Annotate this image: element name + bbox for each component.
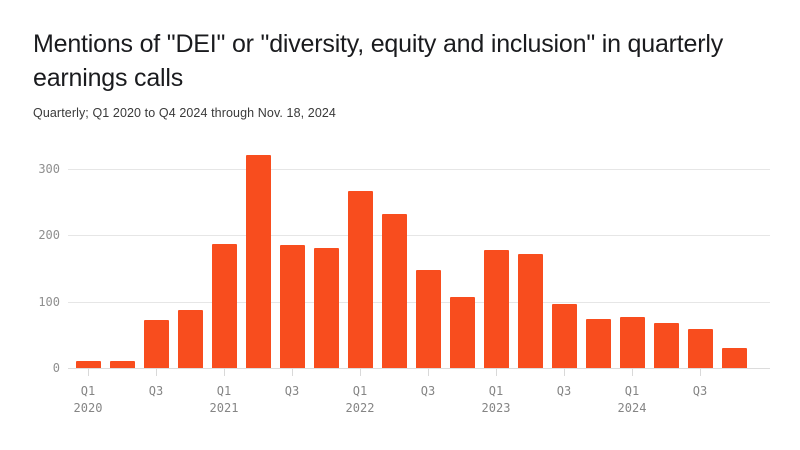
x-axis-year-label-2021: 2021 (209, 401, 239, 415)
x-axis-tick-q1-2022 (360, 368, 361, 376)
chart-title-line-1: Mentions of "DEI" or "diversity, equity … (33, 30, 724, 58)
x-axis-quarter-label: Q1 (352, 384, 368, 398)
bar-q2-2022 (381, 213, 407, 368)
bar-q4-2024 (721, 348, 747, 368)
chart-title-line-2: earnings calls (33, 64, 184, 92)
y-axis-label-100: 100 (38, 294, 60, 309)
gridline-0 (68, 368, 770, 369)
x-axis-quarter-label: Q3 (692, 384, 708, 398)
gridline-200 (68, 235, 770, 237)
bar-q2-2023 (517, 254, 543, 368)
bar-q3-2024 (687, 328, 713, 368)
gridline-300 (68, 168, 770, 170)
bar-q3-2022 (415, 269, 441, 368)
bar-q2-2020 (109, 361, 135, 368)
bar-chart-plot-area: 0 100 200 300 Q1 2020 Q3 Q1 2021 Q3 Q1 2022 Q3 Q1 2023… (0, 140, 800, 430)
bar-q4-2023 (585, 318, 611, 368)
bar-q4-2022 (449, 296, 475, 368)
y-axis-label-200: 200 (38, 228, 60, 243)
x-axis-year-label-2022: 2022 (345, 401, 375, 415)
x-axis-tick-q3-2021 (292, 368, 293, 376)
y-axis-label-0: 0 (52, 361, 60, 375)
bar-q1-2023 (483, 249, 509, 368)
x-axis-year-label-2024: 2024 (617, 401, 647, 415)
x-axis-tick-q3-2022 (428, 368, 429, 376)
bar-q1-2020 (75, 361, 101, 368)
x-axis-tick-q3-2020 (156, 368, 157, 376)
bar-q3-2020 (143, 320, 169, 368)
x-axis-quarter-label: Q1 (488, 384, 504, 398)
chart-subtitle: Quarterly; Q1 2020 to Q4 2024 through No… (33, 106, 336, 120)
bar-q1-2024 (619, 316, 645, 368)
x-axis-quarter-label: Q1 (216, 384, 232, 398)
x-axis-tick-q1-2023 (496, 368, 497, 376)
y-axis-label-300: 300 (38, 161, 60, 176)
bar-q4-2020 (177, 309, 203, 368)
x-axis-quarter-label: Q3 (148, 384, 164, 398)
bar-q1-2022 (347, 191, 373, 368)
x-axis-quarter-label: Q3 (420, 384, 436, 398)
x-axis-tick-q3-2023 (564, 368, 565, 376)
x-axis-tick-q1-2021 (224, 368, 225, 376)
x-axis-tick-q1-2024 (632, 368, 633, 376)
bar-q3-2023 (551, 304, 577, 368)
bar-q1-2021 (211, 244, 237, 368)
x-axis-year-label-2023: 2023 (481, 401, 511, 415)
x-axis-quarter-label: Q1 (624, 384, 640, 398)
bar-q4-2021 (313, 247, 339, 368)
x-axis-quarter-label: Q1 (80, 384, 96, 398)
bar-q2-2021 (245, 154, 271, 368)
bar-q3-2021 (279, 245, 305, 368)
x-axis-year-label-2020: 2020 (73, 401, 103, 415)
x-axis-quarter-label: Q3 (556, 384, 572, 398)
x-axis-tick-q3-2024 (700, 368, 701, 376)
chart-title: Mentions of "DEI" or "diversity, equity … (33, 27, 723, 95)
bar-q2-2024 (653, 322, 679, 368)
x-axis-quarter-label: Q3 (284, 384, 300, 398)
x-axis-tick-q1-2020 (88, 368, 89, 376)
